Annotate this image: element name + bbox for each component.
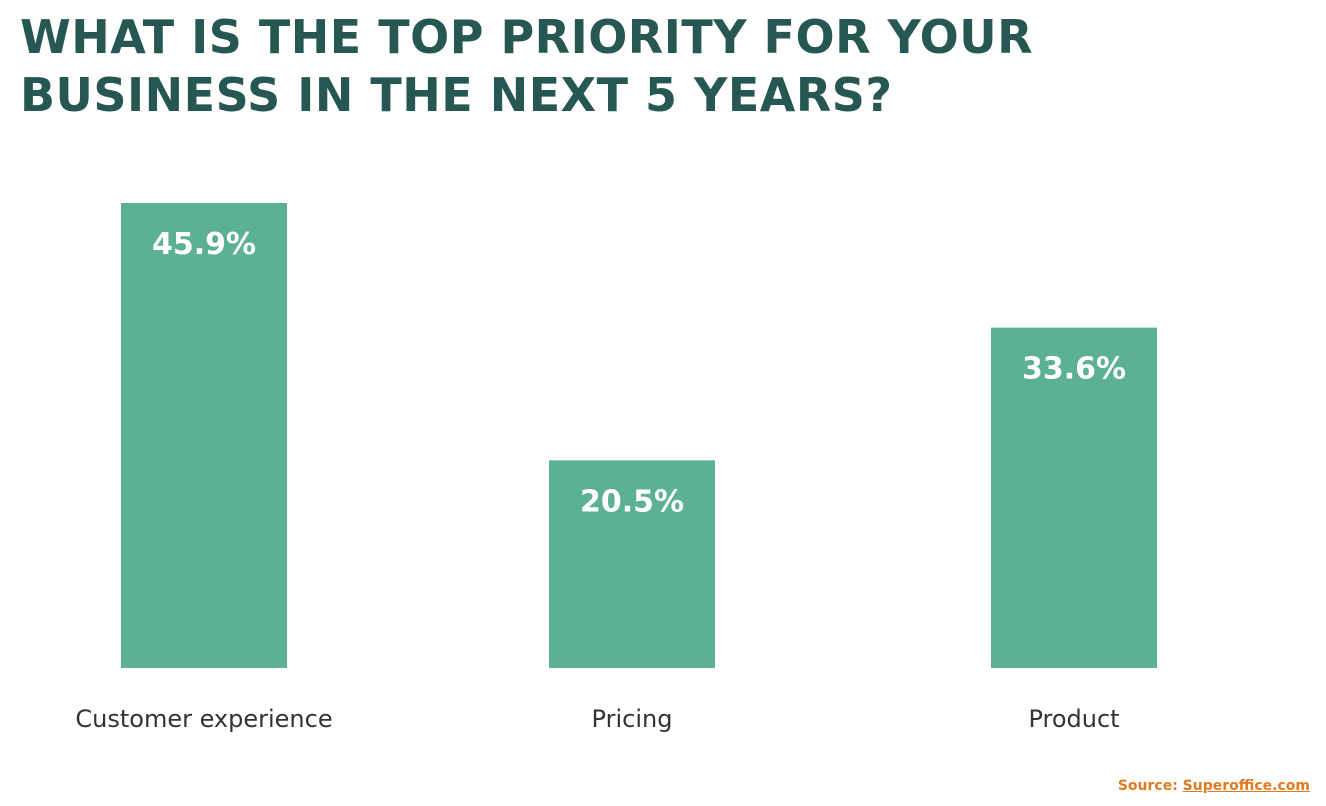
- bar-value-label-pricing: 20.5%: [580, 484, 684, 519]
- chart-title: WHAT IS THE TOP PRIORITY FOR YOUR BUSINE…: [20, 8, 1220, 124]
- source-label: Source:: [1117, 778, 1178, 794]
- bar-value-label-customer-experience: 45.9%: [152, 227, 256, 262]
- bar-value-label-product: 33.6%: [1022, 352, 1126, 387]
- bar-product: [991, 327, 1157, 668]
- chart-title-line-2: BUSINESS IN THE NEXT 5 YEARS?: [20, 68, 893, 122]
- bar-customer-experience: [121, 203, 287, 668]
- bar-pricing: [549, 460, 715, 668]
- source-credit: Source: Superoffice.com: [1118, 778, 1310, 794]
- category-label-customer-experience: Customer experience: [75, 705, 332, 733]
- chart-title-line-1: WHAT IS THE TOP PRIORITY FOR YOUR: [20, 10, 1034, 64]
- source-link[interactable]: Superoffice.com: [1182, 778, 1310, 794]
- category-label-product: Product: [1028, 705, 1119, 733]
- category-label-pricing: Pricing: [592, 705, 673, 733]
